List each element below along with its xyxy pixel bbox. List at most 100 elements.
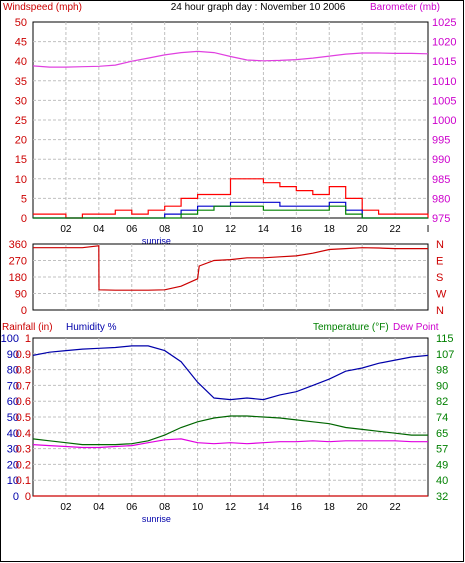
- humidity-tick-label: 100: [1, 333, 19, 345]
- temperature-tick-label: 57: [436, 444, 448, 456]
- temperature-tick-label: 107: [436, 349, 454, 361]
- rainfall-tick-label: 0.1: [16, 475, 31, 487]
- barometer-axis-label: Barometer (mb): [370, 2, 440, 13]
- rainfall-tick-label: 0.9: [16, 349, 31, 361]
- rainfall-axis-label: Rainfall (in): [2, 322, 53, 333]
- compass-tick-label: N: [436, 239, 444, 251]
- humidity-tick-label: 60: [7, 396, 19, 408]
- series-dew-point: [32, 438, 428, 449]
- sunrise-label-top: sunrise: [142, 236, 171, 246]
- barometer-tick-label: 1000: [432, 115, 456, 127]
- humidity-tick-label: 0: [13, 491, 19, 503]
- x-tick-label-top: 10: [192, 224, 204, 235]
- rainfall-tick-label: 0.8: [16, 365, 31, 377]
- temperature-tick-label: 65: [436, 428, 448, 440]
- humidity-tick-label: 40: [7, 428, 19, 440]
- barometer-tick-label: 985: [432, 174, 450, 186]
- humidity-tick-label: 80: [7, 365, 19, 377]
- x-tick-label-top: 04: [93, 224, 105, 235]
- barometer-tick-label: 995: [432, 135, 450, 147]
- x-tick-label-bottom: 14: [258, 502, 270, 513]
- windspeed-tick-label: 25: [15, 115, 27, 127]
- series-wind-gust: [33, 178, 429, 219]
- rainfall-tick-label: 0.7: [16, 380, 31, 392]
- x-tick-label-bottom: 20: [357, 502, 369, 513]
- x-tick-label-bottom: 12: [225, 502, 237, 513]
- barometer-tick-label: 1005: [432, 95, 456, 107]
- barometer-tick-label: 1025: [432, 17, 456, 29]
- x-tick-label-bottom: 16: [291, 502, 303, 513]
- humidity-tick-label: 50: [7, 412, 19, 424]
- x-tick-label-top: 22: [390, 224, 402, 235]
- rainfall-tick-label: 1: [25, 333, 31, 345]
- compass-tick-label: E: [436, 256, 443, 268]
- temperature-tick-label: 82: [436, 396, 448, 408]
- rainfall-tick-label: 0.3: [16, 444, 31, 456]
- humidity-tick-label: 30: [7, 444, 19, 456]
- humidity-tick-label: 20: [7, 459, 19, 471]
- series-temperature: [32, 415, 428, 446]
- humidity-tick-label: 70: [7, 380, 19, 392]
- x-tick-label-bottom: 08: [159, 502, 171, 513]
- series-barometer: [32, 50, 429, 68]
- windspeed-tick-label: 10: [15, 174, 27, 186]
- direction-tick-label: 0: [21, 305, 27, 317]
- temperature-tick-label: 74: [436, 412, 448, 424]
- x-tick-label-bottom: 18: [324, 502, 336, 513]
- rainfall-tick-label: 0.4: [16, 428, 31, 440]
- rainfall-tick-label: 0.2: [16, 459, 31, 471]
- dewpoint-axis-label: Dew Point: [393, 322, 439, 333]
- compass-tick-label: N: [436, 305, 444, 317]
- sunrise-label-bottom: sunrise: [142, 514, 171, 524]
- barometer-tick-label: 1020: [432, 37, 456, 49]
- humidity-tick-label: 10: [7, 475, 19, 487]
- chart-title: 24 hour graph day : November 10 2006: [171, 2, 346, 13]
- series-wind-direction: [33, 245, 428, 291]
- direction-tick-label: 180: [9, 272, 27, 284]
- temperature-tick-label: 90: [436, 380, 448, 392]
- compass-tick-label: W: [436, 289, 447, 301]
- x-tick-label-bottom: 22: [390, 502, 402, 513]
- windspeed-tick-label: 20: [15, 135, 27, 147]
- direction-tick-label: 90: [15, 289, 27, 301]
- x-tick-label-bottom: 04: [93, 502, 105, 513]
- windspeed-tick-label: 30: [15, 95, 27, 107]
- x-tick-label-top: 14: [258, 224, 270, 235]
- barometer-tick-label: 990: [432, 154, 450, 166]
- x-tick-label-bottom: 02: [60, 502, 72, 513]
- temperature-tick-label: 40: [436, 475, 448, 487]
- barometer-tick-label: 1015: [432, 56, 456, 68]
- x-tick-label-top: 08: [159, 224, 171, 235]
- series-humidity: [32, 345, 429, 401]
- temperature-axis-label: Temperature (°F): [313, 322, 389, 333]
- barometer-tick-label: 1010: [432, 76, 456, 88]
- x-tick-label-top: 02: [60, 224, 72, 235]
- x-tick-label-bottom: 06: [126, 502, 138, 513]
- x-end-tick-label: I: [427, 224, 430, 235]
- x-tick-label-top: 18: [324, 224, 336, 235]
- rainfall-tick-label: 0: [25, 491, 31, 503]
- direction-tick-label: 270: [9, 256, 27, 268]
- windspeed-tick-label: 15: [15, 154, 27, 166]
- windspeed-tick-label: 5: [21, 193, 27, 205]
- windspeed-tick-label: 40: [15, 56, 27, 68]
- temperature-tick-label: 115: [436, 333, 454, 345]
- windspeed-tick-label: 35: [15, 76, 27, 88]
- rainfall-tick-label: 0.6: [16, 396, 31, 408]
- windspeed-tick-label: 0: [21, 213, 27, 225]
- series-wind-minimum: [33, 205, 428, 219]
- x-tick-label-top: 12: [225, 224, 237, 235]
- windspeed-tick-label: 45: [15, 37, 27, 49]
- humidity-tick-label: 90: [7, 349, 19, 361]
- rainfall-tick-label: 0.5: [16, 412, 31, 424]
- direction-tick-label: 360: [9, 239, 27, 251]
- x-tick-label-top: 20: [357, 224, 369, 235]
- temperature-tick-label: 98: [436, 365, 448, 377]
- windspeed-axis-label: Windspeed (mph): [3, 2, 82, 13]
- barometer-tick-label: 975: [432, 213, 450, 225]
- x-tick-label-top: 16: [291, 224, 303, 235]
- x-tick-label-top: 06: [126, 224, 138, 235]
- windspeed-tick-label: 50: [15, 17, 27, 29]
